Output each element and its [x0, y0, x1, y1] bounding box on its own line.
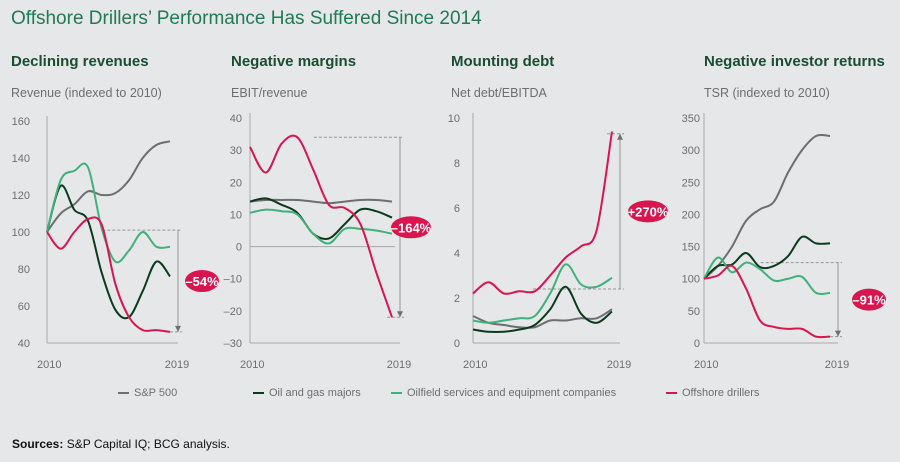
series-line-oilfield: [703, 256, 831, 296]
y-tick-label: 140: [12, 153, 30, 165]
y-tick-label: 8: [454, 158, 460, 170]
y-tick-label: 2: [454, 293, 460, 305]
y-tick-label: –30: [224, 338, 242, 350]
legend-item-sp500: S&P 500: [118, 387, 177, 399]
series-line-offshore: [46, 216, 171, 333]
series-line-offshore: [249, 134, 393, 318]
series-line-offshore: [703, 264, 831, 339]
y-tick-label: 10: [448, 113, 460, 125]
legend-label: S&P 500: [134, 387, 178, 399]
x-tick-label: 2019: [825, 359, 849, 371]
series-line-majors: [472, 285, 613, 334]
series-line-oilfield: [472, 263, 613, 324]
y-tick-label: –20: [224, 306, 242, 318]
y-tick-label: 150: [682, 242, 700, 254]
y-tick-label: 6: [454, 203, 460, 215]
panel-subtitle-margins: EBIT/revenue: [231, 86, 308, 100]
legend-swatch-sp500: [118, 391, 129, 395]
y-tick-label: 80: [18, 264, 30, 276]
y-tick-label: 30: [230, 145, 242, 157]
y-tick-label: 20: [230, 177, 242, 189]
page-title: Offshore Drillers’ Performance Has Suffe…: [11, 8, 482, 29]
y-tick-label: 200: [682, 209, 700, 221]
series-line-oilfield: [249, 208, 393, 245]
panel-subtitle-debt: Net debt/EBITDA: [451, 86, 547, 100]
annotation-badge-label: +270%: [628, 204, 669, 219]
panel-title-revenues: Declining revenues: [11, 53, 149, 70]
y-tick-label: 100: [12, 227, 30, 239]
x-tick-label: 2010: [240, 359, 264, 371]
y-tick-label: 0: [694, 338, 700, 350]
y-tick-label: 250: [682, 177, 700, 189]
legend-swatch-offshore: [666, 391, 677, 395]
x-tick-label: 2010: [694, 359, 718, 371]
y-tick-label: 0: [236, 242, 242, 254]
annotation-badge: [391, 216, 431, 239]
legend-label: Oil and gas majors: [269, 387, 361, 399]
series-line-majors: [46, 184, 171, 320]
x-tick-label: 2019: [165, 359, 189, 371]
series-line-sp500: [703, 133, 831, 280]
legend-item-offshore: Offshore drillers: [666, 387, 759, 399]
annotation-badge-label: –54%: [185, 274, 219, 289]
x-tick-label: 2010: [463, 359, 487, 371]
legend-label: Offshore drillers: [682, 387, 760, 399]
sources-text: S&P Capital IQ; BCG analysis.: [63, 437, 230, 451]
y-tick-label: 40: [18, 338, 30, 350]
sources-label: Sources:: [12, 437, 64, 451]
panel-subtitle-revenues: Revenue (indexed to 2010): [11, 86, 162, 100]
annotation-arrowhead: [617, 133, 623, 140]
annotation-badge-label: –91%: [852, 293, 886, 308]
y-tick-label: 40: [230, 113, 242, 125]
annotation-arrowhead: [397, 311, 403, 318]
y-tick-label: 300: [682, 145, 700, 157]
annotation-badge: [852, 288, 886, 311]
annotation-arrowhead: [835, 330, 841, 337]
x-tick-label: 2019: [607, 359, 631, 371]
annotation-badge: [628, 200, 668, 223]
y-tick-label: 350: [682, 113, 700, 125]
panel-title-returns: Negative investor returns: [704, 53, 885, 70]
y-tick-label: 60: [18, 301, 30, 313]
legend-item-majors: Oil and gas majors: [253, 387, 361, 399]
y-tick-label: 120: [12, 190, 30, 202]
legend-swatch-majors: [253, 391, 264, 395]
panel-subtitle-returns: TSR (indexed to 2010): [704, 86, 830, 100]
panel-title-debt: Mounting debt: [451, 53, 555, 70]
panel-title-margins: Negative margins: [231, 53, 357, 70]
legend-swatch-oilfield: [391, 391, 402, 395]
y-tick-label: 10: [230, 209, 242, 221]
y-tick-label: 50: [688, 306, 700, 318]
series-line-majors: [249, 197, 393, 241]
y-tick-label: 160: [12, 116, 30, 128]
y-tick-label: –10: [224, 274, 242, 286]
legend-label: Oilfield services and equipment companie…: [407, 387, 617, 399]
y-tick-label: 4: [454, 248, 460, 260]
annotation-badge-label: –164%: [391, 220, 432, 235]
y-tick-label: 100: [682, 274, 700, 286]
series-line-sp500: [472, 308, 613, 329]
series-line-sp500: [46, 140, 171, 233]
x-tick-label: 2019: [387, 359, 411, 371]
y-tick-label: 0: [454, 338, 460, 350]
annotation-arrowhead: [175, 325, 181, 332]
legend-item-oilfield: Oilfield services and equipment companie…: [391, 387, 616, 399]
annotation-badge: [185, 270, 219, 293]
sources-note: Sources: S&P Capital IQ; BCG analysis.: [12, 437, 230, 451]
x-tick-label: 2010: [37, 359, 61, 371]
series-line-offshore: [472, 131, 613, 295]
